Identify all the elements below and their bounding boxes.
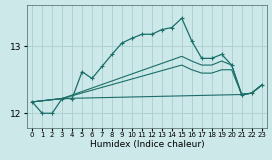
- X-axis label: Humidex (Indice chaleur): Humidex (Indice chaleur): [89, 140, 204, 148]
